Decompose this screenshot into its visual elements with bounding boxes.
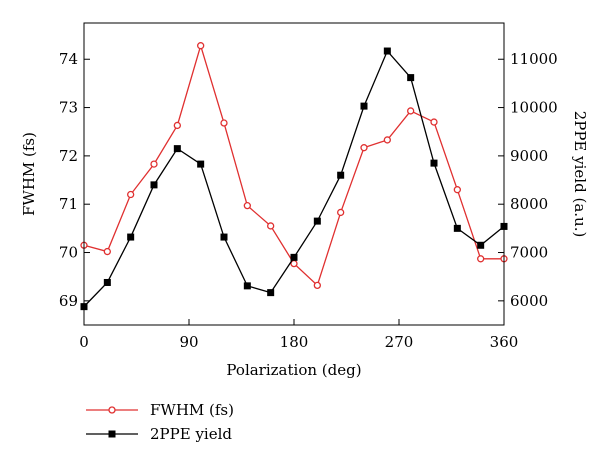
series-0-point-2 xyxy=(127,190,135,199)
series-0-point-15 xyxy=(430,118,438,126)
series-1-point-3 xyxy=(150,181,158,189)
series-1-point-11 xyxy=(337,171,345,179)
series-1 xyxy=(80,47,508,311)
legend-label-0: FWHM (fs) xyxy=(150,401,234,419)
series-0-point-13 xyxy=(383,136,391,144)
y-axis-right-label: 2PPE yield (a.u.) xyxy=(571,111,589,238)
series-0-line xyxy=(83,43,504,287)
y-right-tick-label-2: 8000 xyxy=(510,195,548,213)
series-0-point-16 xyxy=(453,186,461,194)
series-1-point-17 xyxy=(477,241,485,249)
y-left-tick-label-0: 69 xyxy=(59,292,78,310)
series-1-point-4 xyxy=(173,145,181,153)
series-1-point-6 xyxy=(220,233,228,241)
legend-label-1: 2PPE yield xyxy=(150,425,232,443)
y-left-tick-label-5: 74 xyxy=(59,50,78,68)
y-right-tick-label-4: 10000 xyxy=(510,99,558,117)
series-0-point-5 xyxy=(197,42,205,50)
y-right-tick-label-0: 6000 xyxy=(510,292,548,310)
series-1-point-5 xyxy=(197,160,205,168)
y-left-tick-label-4: 73 xyxy=(59,99,78,117)
axes-layer: 0 90 180 270 360 69 70 71 72 73 74 6000 7000 8000 9000… xyxy=(59,22,558,351)
y-right-tick-label-5: 11000 xyxy=(510,50,558,68)
series-0-point-3 xyxy=(150,160,158,168)
x-tick-label-3: 270 xyxy=(385,333,414,351)
y-right-tick-label-3: 9000 xyxy=(510,147,548,165)
x-tick-label-1: 90 xyxy=(179,333,198,351)
series-0-point-14 xyxy=(407,107,415,115)
x-tick-label-4: 360 xyxy=(490,333,519,351)
series-1-point-13 xyxy=(383,47,391,55)
series-0-point-6 xyxy=(220,119,228,127)
legend-entry-1: 2PPE yield xyxy=(86,425,232,443)
series-layer xyxy=(80,42,508,311)
x-tick-label-2: 180 xyxy=(280,333,309,351)
series-1-point-12 xyxy=(360,102,368,110)
series-1-point-9 xyxy=(290,253,298,261)
legend-entry-0: FWHM (fs) xyxy=(86,401,234,419)
series-1-point-16 xyxy=(453,224,461,232)
series-0-point-11 xyxy=(337,208,345,217)
series-0-point-1 xyxy=(103,247,111,256)
y-left-tick-label-3: 72 xyxy=(59,147,78,165)
series-0-point-12 xyxy=(360,144,368,152)
series-0-point-8 xyxy=(267,222,275,230)
series-0-point-17 xyxy=(477,255,485,263)
series-1-point-1 xyxy=(103,278,111,286)
series-0 xyxy=(80,42,508,290)
series-1-point-7 xyxy=(243,282,251,290)
series-0-point-7 xyxy=(243,201,251,210)
y-left-tick-label-1: 70 xyxy=(59,244,78,262)
series-1-line xyxy=(83,49,505,308)
y-left-tick-label-2: 71 xyxy=(59,195,78,213)
series-1-point-14 xyxy=(407,74,415,82)
legend-marker-0 xyxy=(108,406,116,414)
series-0-point-10 xyxy=(313,281,321,290)
legend: FWHM (fs) 2PPE yield xyxy=(86,401,234,443)
series-1-point-8 xyxy=(267,289,275,297)
legend-marker-1 xyxy=(108,430,116,438)
y-axis-left-label: FWHM (fs) xyxy=(20,132,38,216)
series-1-point-15 xyxy=(430,159,438,167)
y-right-tick-label-1: 7000 xyxy=(510,244,548,262)
series-1-point-10 xyxy=(313,217,321,225)
series-1-point-2 xyxy=(127,233,135,241)
x-tick-label-0: 0 xyxy=(79,333,89,351)
x-axis-label: Polarization (deg) xyxy=(226,361,361,379)
series-0-point-4 xyxy=(173,121,181,130)
